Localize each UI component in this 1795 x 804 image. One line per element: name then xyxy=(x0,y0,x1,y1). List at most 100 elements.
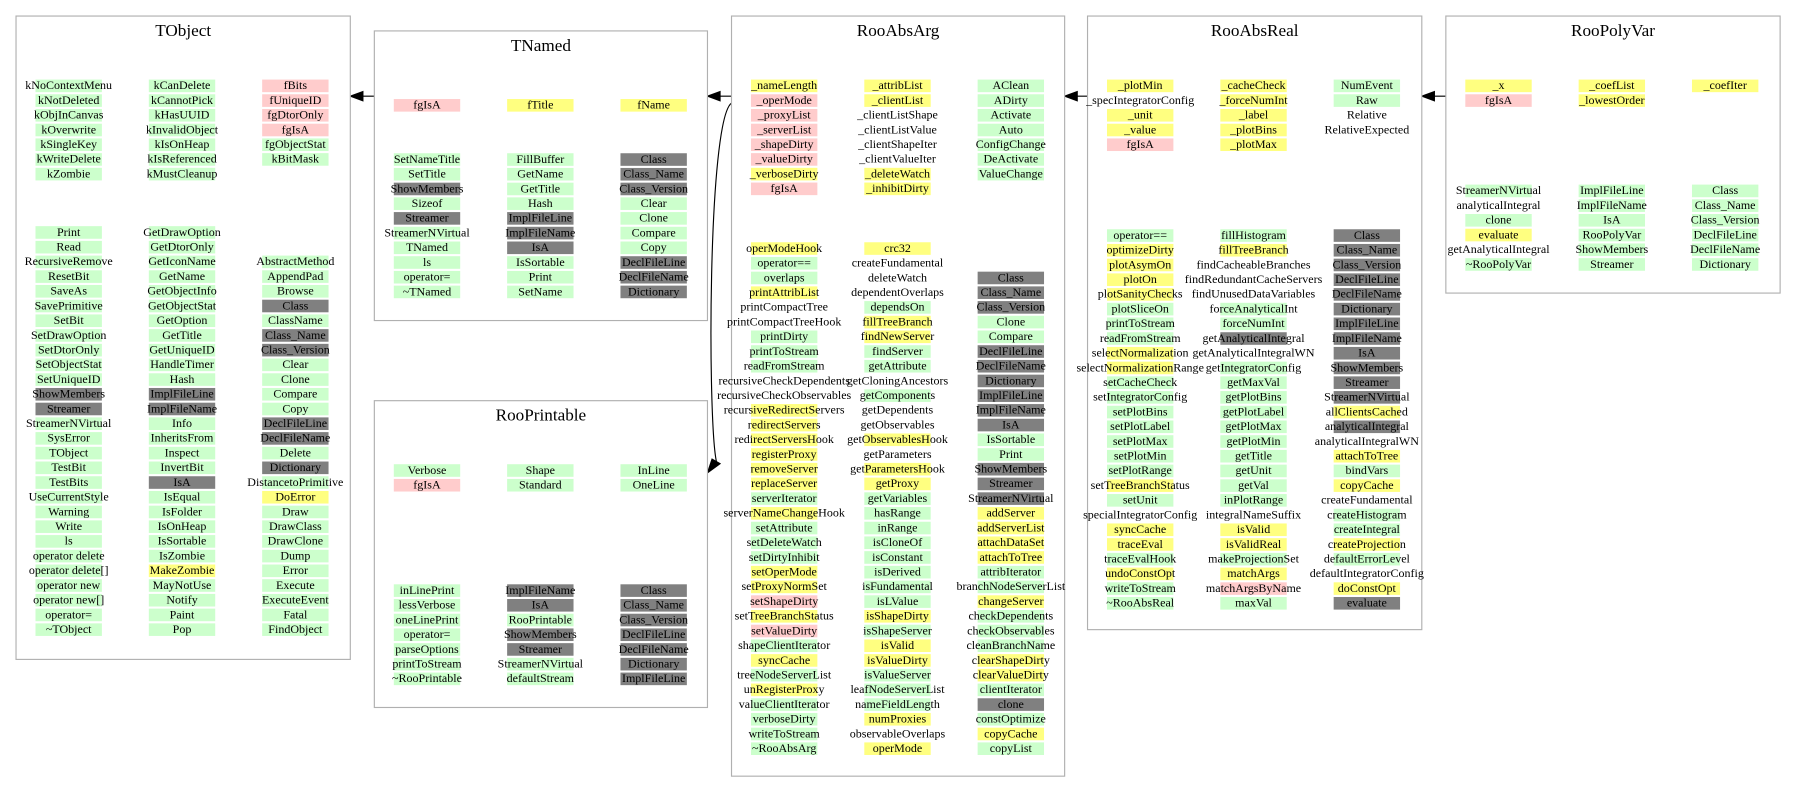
member-name: traceEvalHook xyxy=(1104,552,1177,566)
member-name: Standard xyxy=(519,478,562,492)
member-name: HandleTimer xyxy=(150,357,214,371)
member-name: Class_Version xyxy=(619,612,688,626)
member-swatch xyxy=(977,654,1045,667)
member-name: ImplFileName xyxy=(1332,331,1402,345)
member-name: ~TObject xyxy=(46,622,92,636)
member-swatch xyxy=(35,358,102,372)
member-swatch xyxy=(977,610,1045,623)
member-swatch xyxy=(750,182,818,196)
member-swatch xyxy=(1333,332,1401,345)
member-name: Dictionary xyxy=(628,284,679,298)
member-name: ValueChange xyxy=(979,166,1043,180)
member-swatch xyxy=(864,521,931,535)
member-name: DeclFileLine xyxy=(622,255,685,269)
member-name: DeclFileLine xyxy=(622,627,685,641)
member-swatch xyxy=(262,402,329,416)
member-swatch xyxy=(262,476,329,489)
member-name: ConfigChange xyxy=(976,137,1046,151)
member-name: fgIsA xyxy=(1127,137,1155,151)
member-name: _value xyxy=(1123,122,1156,136)
member-name: _valueDirty xyxy=(754,152,812,166)
member-swatch xyxy=(393,153,461,166)
member-name: Auto xyxy=(999,122,1023,136)
member-swatch xyxy=(1220,376,1287,389)
member-swatch xyxy=(977,79,1045,93)
member-name: addServerList xyxy=(977,520,1045,534)
member-swatch xyxy=(507,478,574,492)
member-name: fUniqueID xyxy=(269,93,321,107)
member-name: redirectServersHook xyxy=(734,432,834,446)
member-name: replaceServer xyxy=(751,476,817,490)
member-name: Dictionary xyxy=(985,373,1036,387)
member-swatch xyxy=(35,240,102,254)
member-swatch xyxy=(393,464,461,477)
member-swatch xyxy=(750,492,818,505)
member-swatch xyxy=(1106,332,1174,345)
member-swatch xyxy=(977,94,1045,107)
member-swatch xyxy=(262,314,329,328)
member-name: Clear xyxy=(641,196,667,210)
member-swatch xyxy=(620,478,687,492)
member-name: getProxy xyxy=(876,476,919,490)
member-name: setOperMode xyxy=(751,565,816,579)
member-swatch xyxy=(35,79,102,93)
class-border xyxy=(373,400,709,709)
member-swatch xyxy=(148,593,216,607)
member-swatch xyxy=(507,657,574,671)
member-name: ShowMembers xyxy=(1575,242,1648,256)
member-name: kIsReferenced xyxy=(147,152,216,166)
member-swatch xyxy=(977,727,1045,741)
member-swatch xyxy=(750,521,818,535)
member-name: Class_Name xyxy=(980,285,1041,299)
member-swatch xyxy=(750,507,818,520)
member-swatch xyxy=(750,477,818,491)
member-swatch xyxy=(977,448,1045,461)
member-name: SetUniqueID xyxy=(37,372,101,386)
member-swatch xyxy=(864,182,931,196)
member-name: inLinePrint xyxy=(400,583,455,597)
member-name: _plotMin xyxy=(1117,78,1163,92)
member-name: ls xyxy=(423,255,431,269)
member-swatch xyxy=(977,683,1045,697)
member-swatch xyxy=(750,418,818,432)
member-name: Class_Version xyxy=(1691,213,1760,227)
member-swatch xyxy=(393,167,461,181)
member-swatch xyxy=(620,182,687,196)
member-swatch xyxy=(1220,317,1287,331)
member-name: ~RooPrintable xyxy=(392,671,462,685)
member-name: Class_Version xyxy=(976,300,1045,314)
member-name: NumEvent xyxy=(1341,78,1394,92)
member-name: fName xyxy=(637,98,670,112)
member-swatch xyxy=(35,255,102,269)
member-swatch xyxy=(393,613,461,627)
member-name: _verboseDirty xyxy=(749,166,819,180)
member-name: DeclFileName xyxy=(1690,242,1760,256)
member-name: ImplFileName xyxy=(505,583,575,597)
member-swatch xyxy=(1578,258,1646,271)
member-name: StreamerNVirtual xyxy=(498,656,584,670)
member-swatch xyxy=(1691,258,1759,271)
member-swatch xyxy=(1333,229,1401,242)
member-name: checkObservables xyxy=(967,623,1055,637)
member-swatch xyxy=(148,623,216,636)
member-swatch xyxy=(35,123,102,137)
member-swatch xyxy=(1220,479,1287,492)
member-name: _operMode xyxy=(755,93,811,107)
member-name: getAnalyticalIntegral xyxy=(1447,242,1550,256)
member-swatch xyxy=(1106,361,1174,375)
member-swatch xyxy=(35,608,102,622)
member-name: createIntegral xyxy=(1334,522,1401,536)
member-name: changeServer xyxy=(978,594,1043,608)
member-swatch xyxy=(148,373,216,386)
member-swatch xyxy=(35,535,102,548)
member-name: ls xyxy=(65,534,73,548)
member-name: Clone xyxy=(281,372,310,386)
arrow-head xyxy=(1062,90,1078,102)
member-name: GetObjectStat xyxy=(148,298,217,312)
member-swatch xyxy=(620,628,687,642)
member-name: ~RooAbsReal xyxy=(1106,596,1175,610)
member-name: kNotDeleted xyxy=(38,93,99,107)
member-swatch xyxy=(864,301,931,314)
member-swatch xyxy=(864,698,931,711)
